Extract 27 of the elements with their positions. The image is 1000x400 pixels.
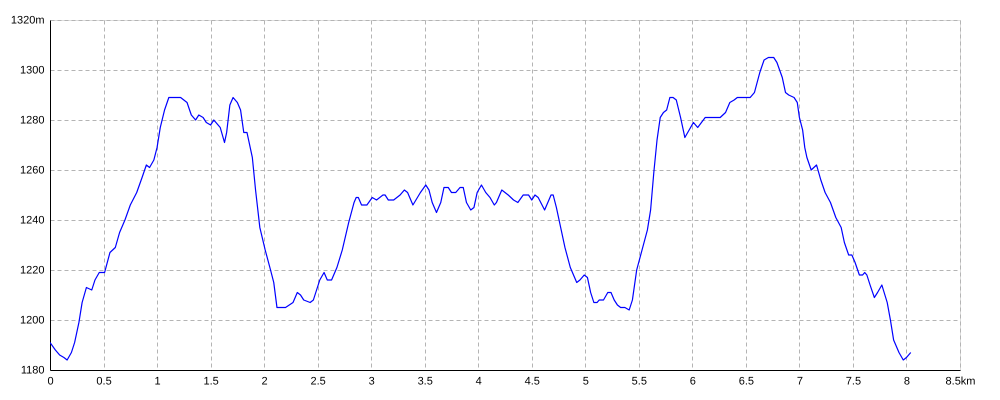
- x-tick-label: 0.5: [96, 376, 112, 388]
- x-tick-label: 4: [476, 376, 482, 388]
- y-tick-label: 1260: [20, 164, 44, 176]
- x-tick-label: 2: [262, 376, 268, 388]
- x-tick-label: 8.5km: [946, 376, 976, 388]
- x-tick-label: 0: [47, 376, 54, 388]
- y-tick-label: 1320m: [10, 14, 44, 26]
- x-tick-label: 5.5: [632, 376, 647, 388]
- y-tick-label: 1180: [20, 364, 44, 376]
- x-tick-label: 6: [690, 376, 696, 388]
- x-tick-label: 1.5: [203, 376, 219, 388]
- x-tick-label: 7.5: [846, 376, 862, 388]
- x-tick-label: 1: [154, 376, 161, 388]
- x-tick-label: 3.5: [418, 376, 433, 388]
- x-tick-label: 3: [368, 376, 375, 388]
- x-tick-label: 7: [796, 376, 803, 388]
- y-tick-label: 1220: [20, 264, 44, 276]
- x-tick-label: 2.5: [310, 376, 326, 388]
- x-tick-label: 5: [582, 376, 589, 388]
- x-tick-label: 4.5: [524, 376, 540, 388]
- line-series: [50, 56, 912, 361]
- x-tick-label: 8: [904, 376, 910, 388]
- y-tick-label: 1200: [20, 314, 44, 326]
- y-tick-label: 1280: [20, 114, 44, 126]
- y-tick-label: 1240: [20, 214, 44, 226]
- x-tick-label: 6.5: [738, 376, 754, 388]
- y-tick-label: 1300: [20, 64, 44, 76]
